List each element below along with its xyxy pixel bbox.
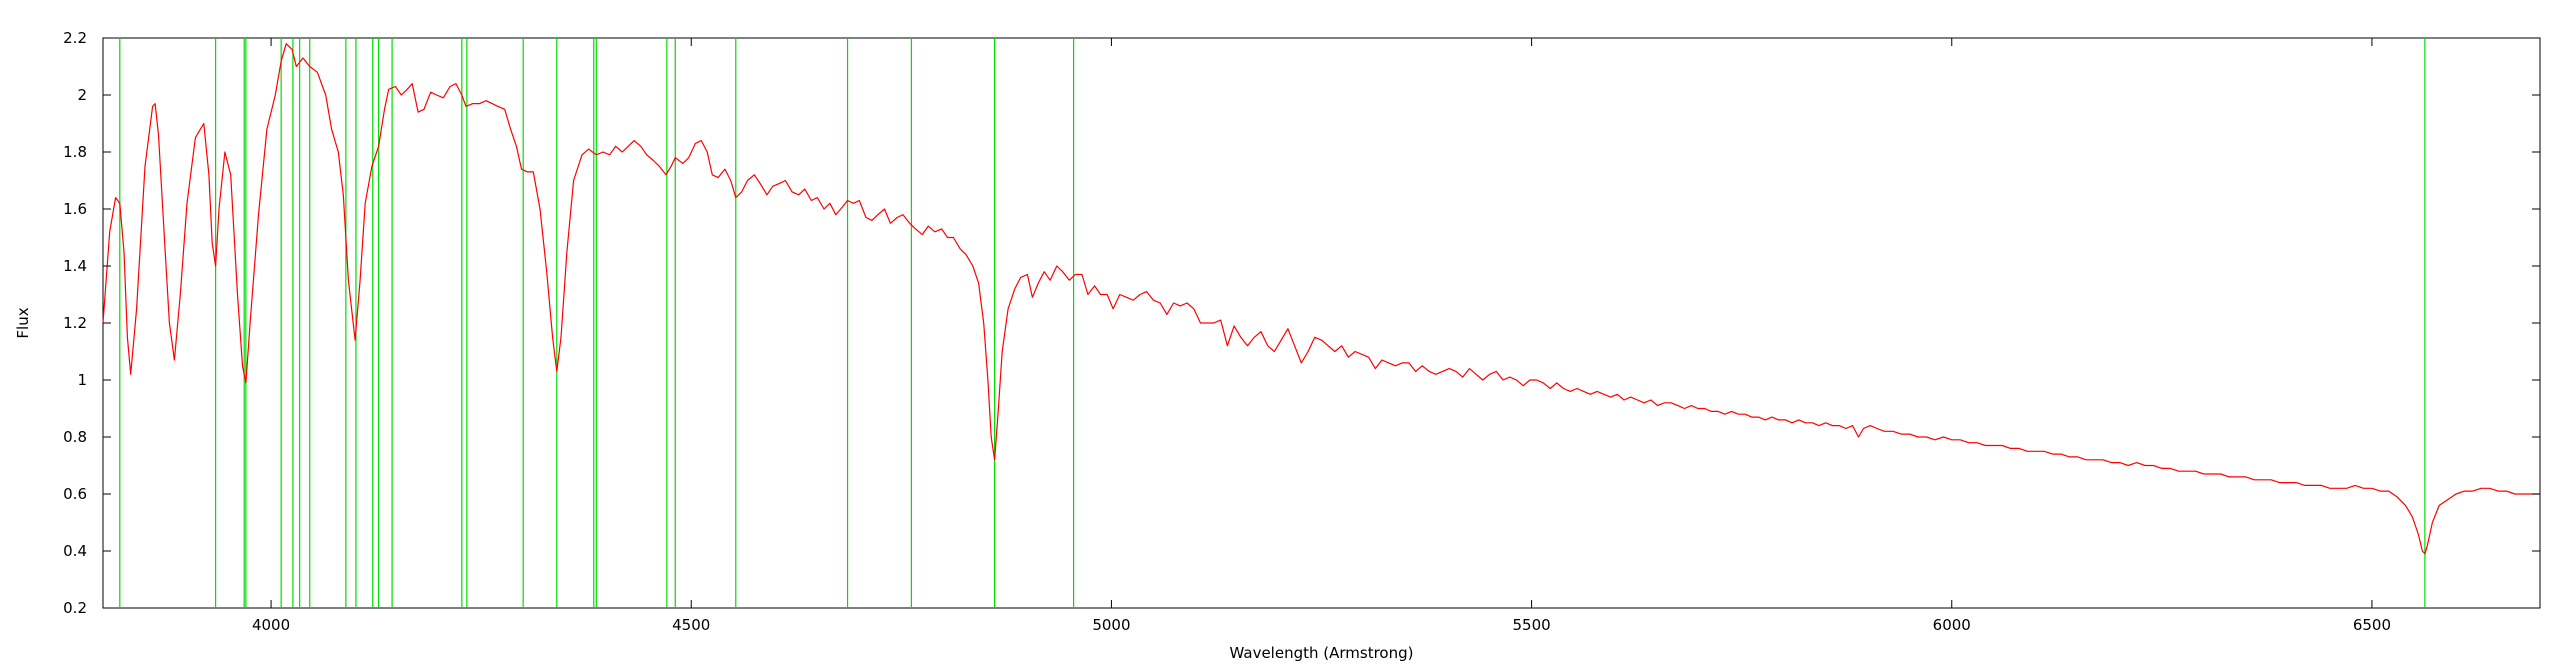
- x-tick-label-4000: 4000: [252, 616, 290, 634]
- x-tick-label-6000: 6000: [1933, 616, 1971, 634]
- flux-curve-layer: [102, 43, 2540, 555]
- y-tick-label-1.6: 1.6: [63, 200, 87, 218]
- y-tick-label-1: 1: [77, 371, 87, 389]
- x-tick-label-4500: 4500: [672, 616, 710, 634]
- y-tick-label-2.2: 2.2: [63, 29, 87, 47]
- y-tick-label-0.2: 0.2: [63, 599, 87, 617]
- y-tick-label-1.2: 1.2: [63, 314, 87, 332]
- x-axis-ticks: 4000 4500 5000 5500 6000 6500: [252, 38, 2391, 634]
- y-tick-label-0.4: 0.4: [63, 542, 87, 560]
- spectral-lines-layer: [119, 38, 2426, 608]
- y-tick-label-1.8: 1.8: [63, 143, 87, 161]
- x-tick-label-6500: 6500: [2353, 616, 2391, 634]
- y-tick-label-1.4: 1.4: [63, 257, 87, 275]
- plot-frame: [102, 37, 2541, 609]
- y-axis-ticks: 0.2 0.4 0.6 0.8 1 1.2 1.4 1.6 1.8 2 2.2: [63, 29, 2540, 617]
- x-tick-label-5000: 5000: [1092, 616, 1130, 634]
- y-tick-label-0.8: 0.8: [63, 428, 87, 446]
- y-tick-label-2: 2: [77, 86, 87, 104]
- x-tick-label-5500: 5500: [1512, 616, 1550, 634]
- x-axis-label: Wavelength (Armstrong): [1230, 644, 1414, 662]
- series-line-flux: [102, 43, 2540, 555]
- y-axis-label: Flux: [14, 307, 32, 338]
- y-tick-label-0.6: 0.6: [63, 485, 87, 503]
